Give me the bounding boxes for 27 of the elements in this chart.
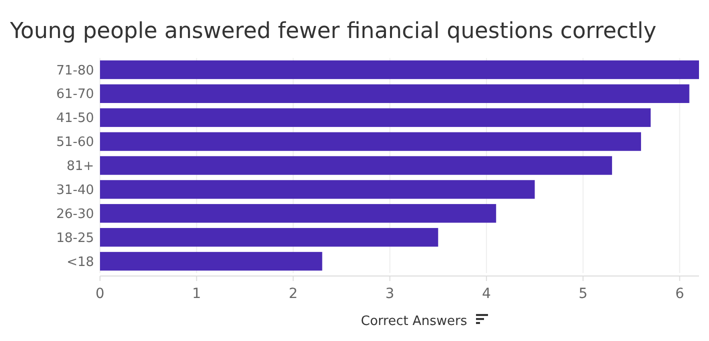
y-tick-label: <18 xyxy=(66,254,94,270)
x-axis-title: Correct Answers xyxy=(360,314,468,329)
chart-title: Young people answered fewer financial questions correctly xyxy=(9,19,656,44)
x-tick-label: 6 xyxy=(675,286,684,302)
bar xyxy=(100,108,651,127)
x-tick-label: 0 xyxy=(96,286,104,302)
bar xyxy=(100,228,438,247)
bar xyxy=(100,180,535,199)
y-tick-label: 61-70 xyxy=(56,87,94,102)
bar xyxy=(100,252,322,271)
x-tick-label: 1 xyxy=(192,286,202,302)
y-tick-label: 18-25 xyxy=(56,230,94,246)
y-tick-label: 81+ xyxy=(66,159,94,174)
y-tick-label: 26-30 xyxy=(56,206,94,222)
bar xyxy=(100,132,642,151)
y-tick-label: 41-50 xyxy=(56,111,94,126)
y-tick-label: 71-80 xyxy=(56,63,94,78)
bar xyxy=(100,204,496,223)
y-tick-label: 51-60 xyxy=(56,135,94,150)
bar xyxy=(100,156,612,175)
x-tick-label: 5 xyxy=(578,286,588,302)
x-tick-label: 2 xyxy=(288,286,298,302)
y-tick-label: 31-40 xyxy=(56,182,94,198)
x-tick-label: 4 xyxy=(482,286,491,302)
bar xyxy=(100,60,699,80)
x-tick-label: 3 xyxy=(385,286,394,302)
bar xyxy=(100,84,690,104)
